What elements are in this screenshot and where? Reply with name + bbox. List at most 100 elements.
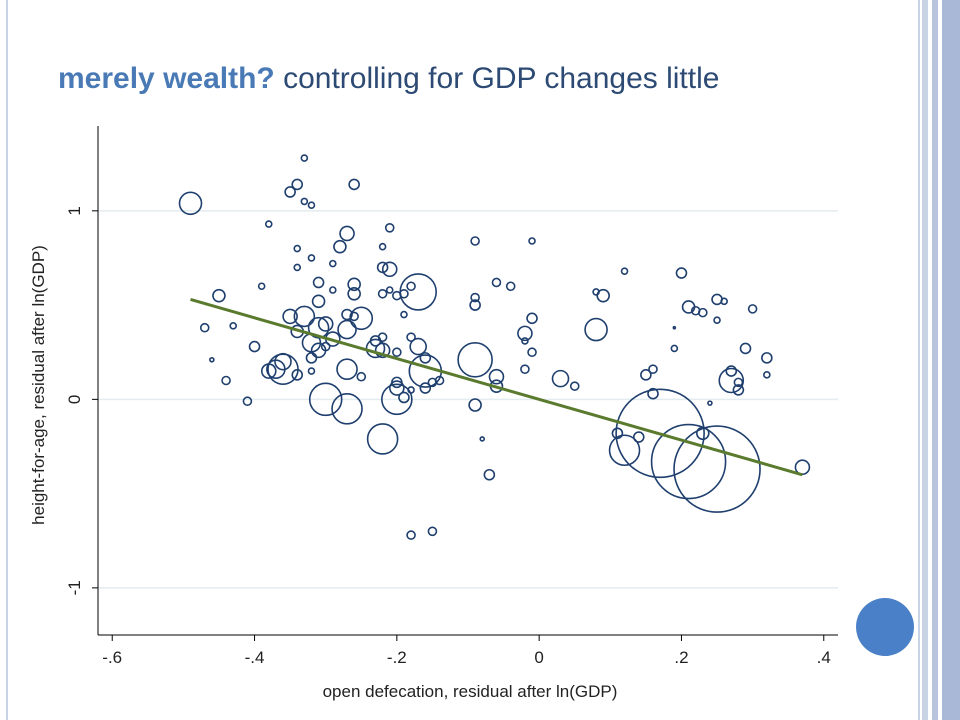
scatter-point <box>282 308 298 325</box>
scatter-point <box>732 384 745 396</box>
scatter-point <box>673 425 761 513</box>
scatter-point <box>300 197 309 206</box>
scatter-point <box>640 369 652 381</box>
scatter-point <box>615 388 705 479</box>
slide-frame <box>6 0 920 720</box>
scatter-point <box>569 381 580 391</box>
scatter-point <box>520 364 530 374</box>
x-tick-label: .4 <box>817 648 831 667</box>
scatter-point <box>178 191 203 216</box>
scatter-point <box>517 325 533 342</box>
scatter-point <box>739 342 752 355</box>
scatter-point <box>307 316 330 339</box>
scatter-point <box>307 367 316 375</box>
scatter-point <box>347 277 361 292</box>
scatter-point <box>596 288 610 303</box>
navigation-circle-icon[interactable] <box>856 598 914 656</box>
x-tick-label: -.4 <box>245 648 265 667</box>
scatter-point <box>711 293 723 306</box>
scatter-point <box>419 352 432 364</box>
scatter-point <box>409 337 427 356</box>
scatter-point <box>584 317 608 342</box>
scatter-point <box>339 225 355 242</box>
scatter-point <box>457 341 493 378</box>
scatter-point <box>341 308 353 321</box>
data-points <box>178 154 811 540</box>
scatter-point <box>491 277 502 288</box>
scatter-point <box>212 288 226 303</box>
scatter-point <box>293 263 302 272</box>
scatter-point <box>419 382 432 394</box>
fit-line <box>190 297 803 477</box>
scatter-point <box>293 244 302 253</box>
decorative-side-bars <box>922 0 960 720</box>
scatter-point <box>470 236 480 246</box>
scatter-point <box>483 468 496 481</box>
scatter-point <box>468 398 482 412</box>
scatter-point <box>348 178 360 191</box>
scatter-point <box>337 319 357 340</box>
scatter-point <box>551 369 570 388</box>
side-bar-1 <box>922 0 928 720</box>
scatter-point <box>385 286 394 294</box>
scatter-point <box>305 352 318 364</box>
scatter-point <box>257 282 266 291</box>
scatter-point <box>381 383 413 416</box>
scatter-point <box>284 186 296 198</box>
side-bar-3 <box>942 0 960 720</box>
y-tick-label: 0 <box>65 395 84 404</box>
scatter-point <box>650 423 727 500</box>
scatter-point <box>406 332 416 342</box>
scatter-point <box>291 369 304 381</box>
scatter-point <box>391 376 403 389</box>
y-tick-label: -1 <box>65 580 84 595</box>
scatter-point <box>329 259 337 268</box>
scatter-point <box>333 239 347 254</box>
scatter-point <box>528 237 536 245</box>
scatter-point <box>698 307 708 318</box>
x-tick-label: -.2 <box>387 648 407 667</box>
scatter-point <box>469 299 481 311</box>
scatter-point <box>209 356 215 363</box>
scatter-point <box>407 386 415 394</box>
scatter-point <box>307 201 316 209</box>
scatter-point <box>647 387 659 400</box>
scatter-point <box>366 423 399 455</box>
scatter-point <box>620 267 629 275</box>
scatter-point <box>670 344 679 353</box>
grid-lines <box>98 210 838 589</box>
scatter-point <box>526 312 538 325</box>
scatter-point <box>399 273 437 311</box>
scatter-point <box>725 365 738 377</box>
scatter-point <box>199 322 210 333</box>
scatter-point <box>648 364 658 374</box>
slide-title-lead: merely wealth? <box>58 62 275 95</box>
slide-title: merely wealth? controlling for GDP chang… <box>58 62 719 96</box>
axes: -.6 -.4 -.2 0 .2 .4 -1 0 1 <box>65 126 838 667</box>
scatter-point <box>293 305 316 328</box>
scatter-point <box>720 297 728 306</box>
scatter-point <box>488 368 505 385</box>
scatter-point <box>291 178 304 191</box>
scatter-point <box>356 371 367 382</box>
scatter-point <box>242 396 253 407</box>
scatter-point <box>479 436 486 442</box>
scatter-point <box>427 526 438 537</box>
x-tick-label: 0 <box>534 648 543 667</box>
scatter-point <box>229 322 237 330</box>
scatter-point <box>608 434 641 467</box>
scatter-point <box>713 316 721 324</box>
scatter-point <box>347 286 361 301</box>
scatter-point <box>389 380 405 396</box>
scatter-point <box>221 375 231 386</box>
scatter-point <box>274 352 292 371</box>
slide-title-rest: controlling for GDP changes little <box>274 62 720 95</box>
scatter-point <box>675 267 688 279</box>
scatter-point <box>747 304 758 314</box>
scatter-point <box>384 223 395 233</box>
y-axis-title: height-for-age, residual after ln(GDP) <box>29 245 48 525</box>
scatter-point <box>733 377 744 388</box>
scatter-point <box>400 310 408 319</box>
scatter-point <box>374 342 391 359</box>
scatter-point <box>300 154 309 162</box>
